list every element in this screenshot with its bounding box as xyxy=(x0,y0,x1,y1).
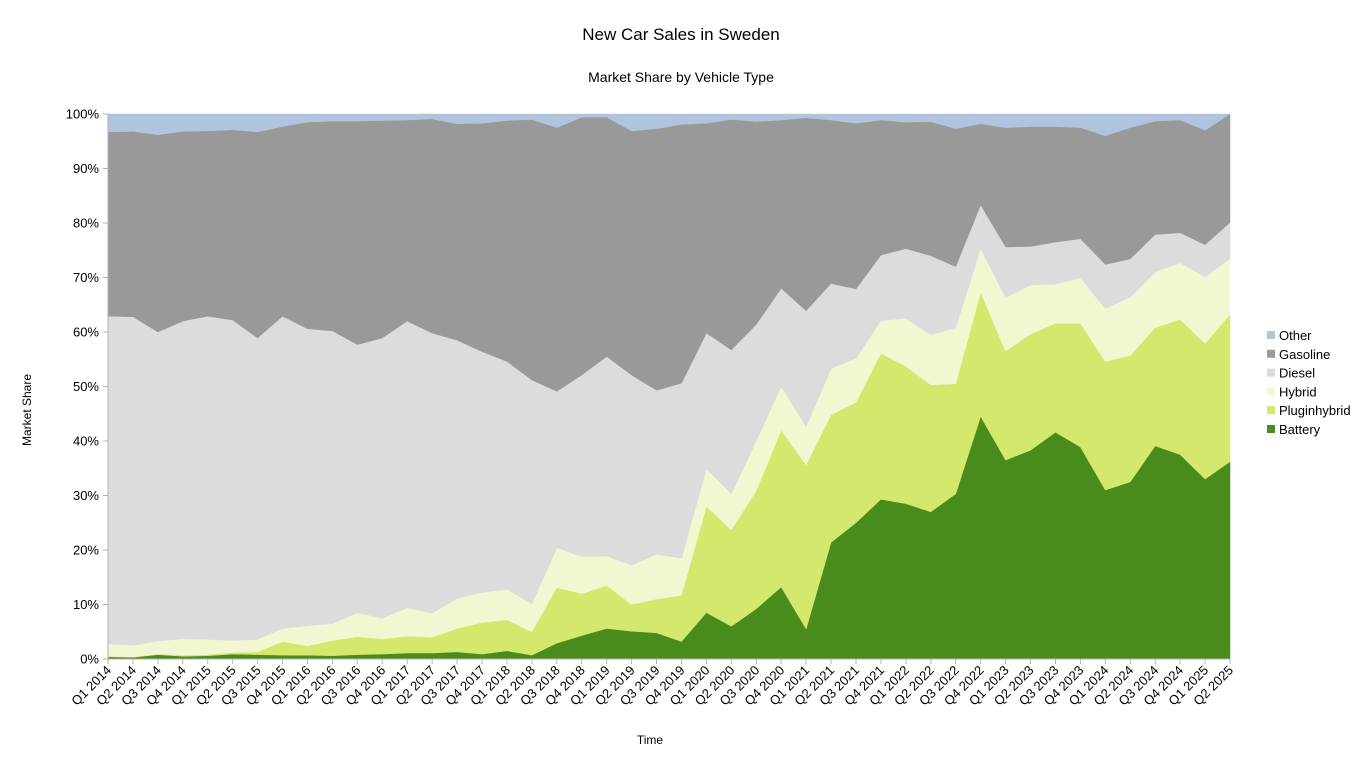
legend-swatch-gasoline xyxy=(1267,349,1275,358)
y-tick-label: 20% xyxy=(73,543,99,558)
legend-swatch-battery xyxy=(1267,425,1275,433)
legend: Other Gasoline Diesel Hybrid Pluginhybrid Bat… xyxy=(1267,328,1351,437)
y-tick-label: 90% xyxy=(73,161,99,176)
chart-subtitle: Market Share by Vehicle Type xyxy=(588,69,774,85)
legend-swatch-other xyxy=(1267,331,1275,339)
y-tick-label: 70% xyxy=(73,270,99,285)
y-tick-label: 40% xyxy=(73,434,99,449)
y-tick-label: 100% xyxy=(66,107,100,122)
y-tick-label: 60% xyxy=(73,325,99,340)
x-axis-label: Time xyxy=(637,733,664,747)
chart-title: New Car Sales in Sweden xyxy=(582,25,779,44)
legend-label-battery: Battery xyxy=(1279,422,1321,437)
legend-label-hybrid: Hybrid xyxy=(1279,384,1317,399)
legend-swatch-hybrid xyxy=(1267,387,1275,396)
legend-label-diesel: Diesel xyxy=(1279,366,1315,381)
legend-swatch-pluginhybrid xyxy=(1267,406,1275,415)
legend-label-other: Other xyxy=(1279,328,1312,343)
y-tick-label: 50% xyxy=(73,379,99,394)
y-axis: 0% 10% 20% 30% 40% 50% 60% 70% 80% 90% 100% xyxy=(66,107,109,667)
legend-swatch-diesel xyxy=(1267,368,1275,377)
y-tick-label: 0% xyxy=(80,652,99,667)
y-tick-label: 30% xyxy=(73,488,99,503)
y-axis-label: Market Share xyxy=(20,374,34,446)
y-tick-label: 80% xyxy=(73,216,99,231)
area-series-other xyxy=(107,113,1231,137)
plot-area xyxy=(107,113,1231,660)
legend-label-gasoline: Gasoline xyxy=(1279,347,1330,362)
y-tick-label: 10% xyxy=(73,597,99,612)
legend-label-pluginhybrid: Pluginhybrid xyxy=(1279,403,1351,418)
